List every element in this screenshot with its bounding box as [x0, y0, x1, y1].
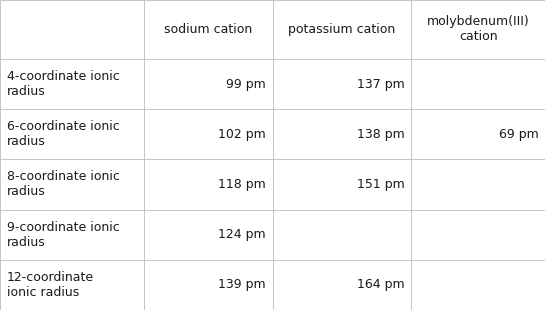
Text: 69 pm: 69 pm — [499, 128, 538, 141]
Text: 124 pm: 124 pm — [219, 228, 266, 241]
Text: potassium cation: potassium cation — [288, 23, 396, 36]
Text: 8-coordinate ionic
radius: 8-coordinate ionic radius — [7, 170, 119, 198]
Text: 9-coordinate ionic
radius: 9-coordinate ionic radius — [7, 221, 119, 249]
Text: 12-coordinate
ionic radius: 12-coordinate ionic radius — [7, 271, 94, 299]
Text: 6-coordinate ionic
radius: 6-coordinate ionic radius — [7, 120, 119, 148]
Text: molybdenum(III)
cation: molybdenum(III) cation — [427, 16, 530, 43]
Text: 4-coordinate ionic
radius: 4-coordinate ionic radius — [7, 70, 119, 98]
Text: 164 pm: 164 pm — [358, 278, 405, 291]
Text: 118 pm: 118 pm — [218, 178, 266, 191]
Text: 137 pm: 137 pm — [357, 78, 405, 91]
Text: 99 pm: 99 pm — [226, 78, 266, 91]
Text: 102 pm: 102 pm — [218, 128, 266, 141]
Text: 138 pm: 138 pm — [357, 128, 405, 141]
Text: 151 pm: 151 pm — [357, 178, 405, 191]
Text: 139 pm: 139 pm — [219, 278, 266, 291]
Text: sodium cation: sodium cation — [165, 23, 252, 36]
